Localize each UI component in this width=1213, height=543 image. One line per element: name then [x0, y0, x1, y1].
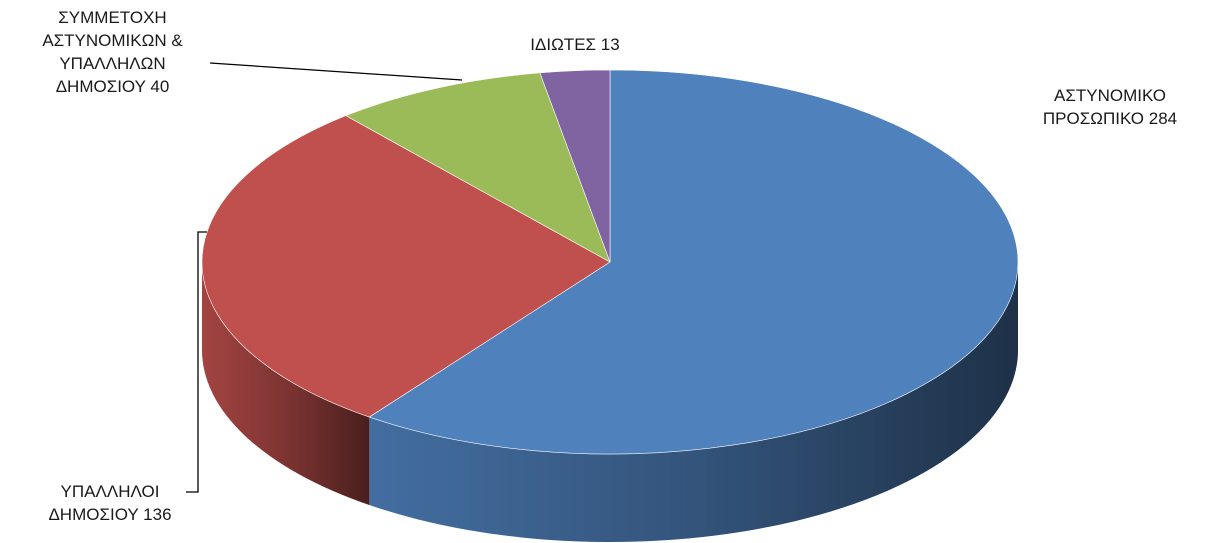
sides	[202, 262, 1019, 543]
slice	[368, 69, 1019, 455]
value-label: 284	[1148, 109, 1178, 128]
value-label: 40	[150, 77, 170, 96]
slice	[201, 115, 611, 418]
category-name: ΥΠΑΛΛΗΛΟΙ ΔΗΜΟΣΙΟΥ	[48, 482, 160, 524]
value-label: 136	[143, 505, 172, 524]
data-label: ΙΔΙΩΤΕΣ 13	[480, 33, 670, 56]
category-name: ΙΔΙΩΤΕΣ	[530, 35, 597, 54]
leader-line	[186, 231, 207, 493]
slice	[539, 69, 611, 263]
side-shade	[202, 262, 370, 506]
category-name: ΣΥΜΜΕΤΟΧΗ ΑΣΤΥΝΟΜΙΚΩΝ & ΥΠΑΛΛΗΛΩΝ ΔΗΜΟΣΙ…	[42, 8, 183, 96]
data-label: ΥΠΑΛΛΗΛΟΙ ΔΗΜΟΣΙΟΥ 136	[30, 480, 190, 526]
value-label: 13	[600, 35, 620, 54]
category-name: ΑΣΤΥΝΟΜΙΚΟ ΠΡΟΣΩΠΙΚΟ	[1042, 86, 1166, 128]
tops	[201, 69, 1019, 455]
slice	[345, 72, 611, 263]
data-label: ΣΥΜΜΕΤΟΧΗ ΑΣΤΥΝΟΜΙΚΩΝ & ΥΠΑΛΛΗΛΩΝ ΔΗΜΟΣΙ…	[20, 6, 205, 98]
data-label: ΑΣΤΥΝΟΜΙΚΟ ΠΡΟΣΩΠΙΚΟ 284	[1020, 84, 1200, 130]
leader-line	[209, 62, 463, 81]
side-shade	[369, 262, 1019, 543]
